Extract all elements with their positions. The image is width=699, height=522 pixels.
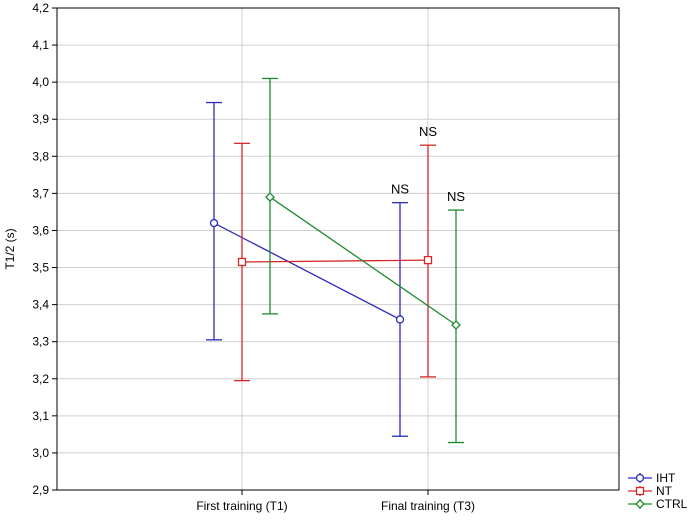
significance-label: NS — [447, 189, 465, 204]
data-point — [395, 315, 405, 324]
series-nt — [234, 142, 436, 382]
legend-marker — [635, 473, 645, 483]
y-tick-label: 3,0 — [32, 446, 49, 460]
series-line — [269, 196, 457, 326]
legend-label: CTRL — [656, 497, 688, 511]
legend-item-nt: NT — [628, 484, 673, 498]
y-axis-label: T1/2 (s) — [3, 228, 17, 269]
legend-item-iht: IHT — [628, 471, 676, 485]
y-tick-label: 3,7 — [32, 186, 49, 200]
legend-marker — [635, 486, 645, 496]
y-tick-label: 3,3 — [32, 335, 49, 349]
y-tick-label: 3,2 — [32, 372, 49, 386]
legend-item-ctrl: CTRL — [628, 497, 688, 511]
legend-label: IHT — [656, 471, 676, 485]
legend-marker — [635, 499, 645, 509]
series-iht — [206, 101, 408, 437]
y-tick-label: 3,1 — [32, 409, 49, 423]
x-tick-label: Final training (T3) — [381, 499, 475, 513]
plot-area-frame — [56, 7, 620, 491]
annotations: NS NS NS — [391, 124, 465, 204]
series-line — [213, 222, 401, 321]
significance-label: NS — [419, 124, 437, 139]
series-ctrl — [262, 77, 464, 444]
y-tick-label: 3,4 — [32, 298, 49, 312]
y-tick-label: 2,9 — [32, 483, 49, 497]
x-axis-ticks: First training (T1) Final training (T3) — [196, 490, 475, 513]
y-tick-label: 3,6 — [32, 223, 49, 237]
y-tick-label: 3,8 — [32, 149, 49, 163]
data-point — [265, 192, 275, 203]
series-line — [241, 259, 429, 263]
data-point — [451, 320, 461, 330]
significance-label: NS — [391, 182, 409, 197]
y-tick-label: 4,2 — [32, 1, 49, 15]
y-tick-label: 3,9 — [32, 112, 49, 126]
y-tick-label: 4,1 — [32, 38, 49, 52]
y-tick-label: 4,0 — [32, 75, 49, 89]
legend-label: NT — [656, 484, 673, 498]
gridlines — [57, 7, 619, 491]
data-point — [209, 218, 219, 228]
y-tick-label: 3,5 — [32, 261, 49, 275]
y-axis-ticks: 2,9 3,0 3,1 3,2 3,3 3,4 3,5 3,6 3,7 3,8 3,9 4,0 4,1 4… — [32, 1, 57, 497]
data-point — [237, 257, 247, 267]
x-tick-label: First training (T1) — [196, 499, 287, 513]
data-point — [423, 255, 433, 265]
series-layer — [206, 77, 464, 444]
